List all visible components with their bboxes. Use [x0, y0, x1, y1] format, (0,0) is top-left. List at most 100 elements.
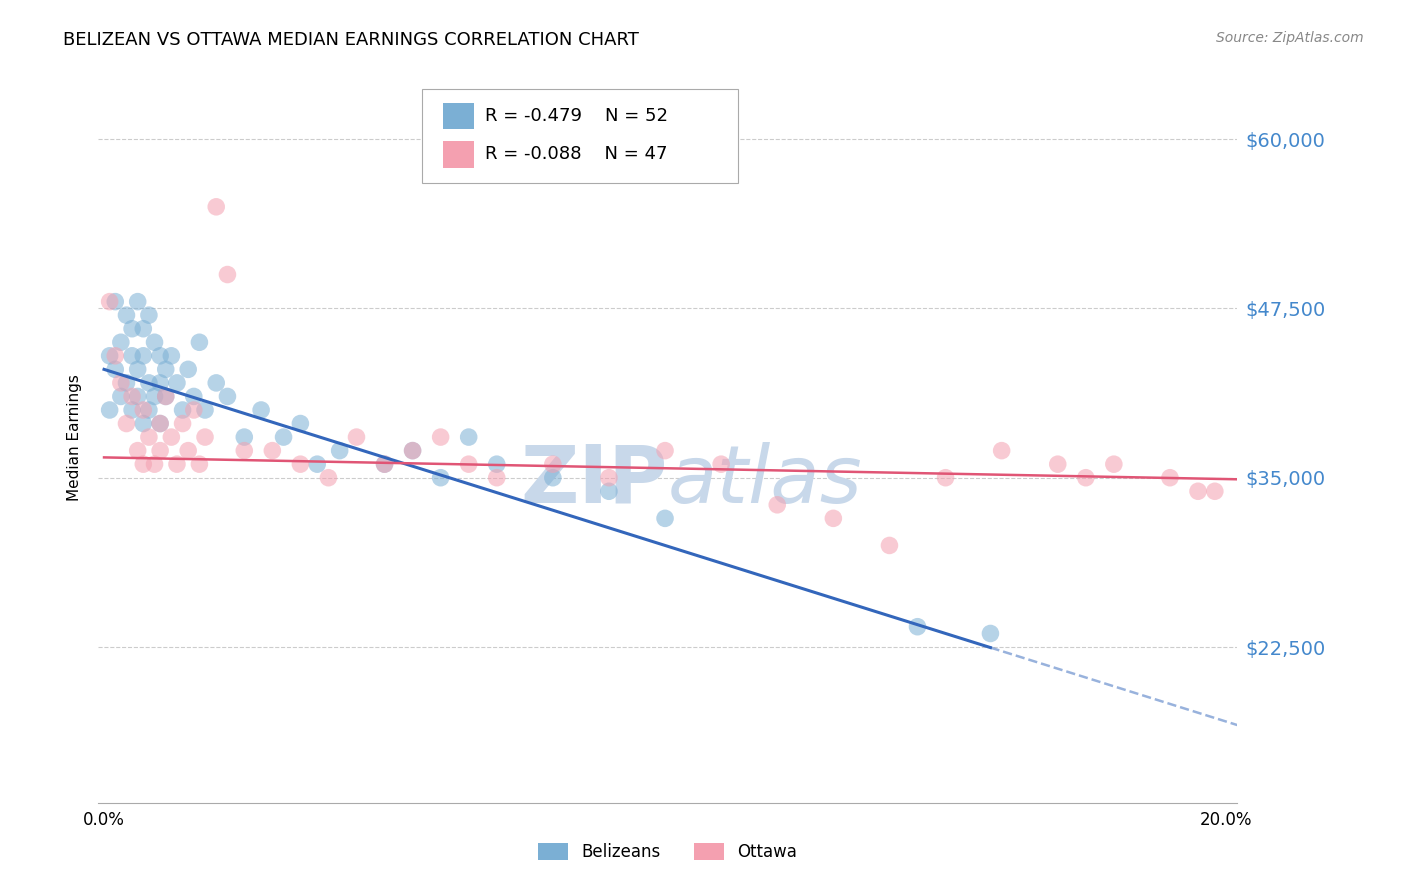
- Point: [233, 443, 256, 458]
- Point: [990, 443, 1012, 458]
- Point: [598, 484, 620, 499]
- Point: [132, 349, 155, 363]
- Point: [429, 430, 451, 444]
- Point: [766, 498, 789, 512]
- Point: [541, 471, 564, 485]
- Point: [160, 430, 183, 444]
- Text: atlas: atlas: [668, 442, 863, 520]
- Point: [1187, 484, 1209, 499]
- Point: [290, 417, 312, 431]
- Point: [177, 443, 200, 458]
- Point: [907, 620, 929, 634]
- Point: [329, 443, 352, 458]
- Point: [205, 376, 228, 390]
- Point: [110, 335, 132, 350]
- Point: [115, 417, 138, 431]
- Point: [149, 349, 172, 363]
- Point: [115, 308, 138, 322]
- Point: [138, 403, 160, 417]
- Point: [979, 626, 1001, 640]
- Point: [127, 443, 149, 458]
- Point: [194, 403, 217, 417]
- Point: [110, 376, 132, 390]
- Point: [132, 417, 155, 431]
- Point: [98, 403, 121, 417]
- Point: [121, 322, 143, 336]
- Point: [143, 335, 166, 350]
- Point: [205, 200, 228, 214]
- Point: [138, 308, 160, 322]
- Point: [149, 417, 172, 431]
- Point: [188, 335, 211, 350]
- Point: [138, 430, 160, 444]
- Point: [127, 294, 149, 309]
- Point: [188, 457, 211, 471]
- Point: [823, 511, 845, 525]
- Point: [485, 471, 508, 485]
- Point: [149, 417, 172, 431]
- Text: R = -0.479    N = 52: R = -0.479 N = 52: [485, 107, 668, 125]
- Text: ZIP: ZIP: [520, 442, 668, 520]
- Point: [1159, 471, 1181, 485]
- Point: [183, 389, 205, 403]
- Y-axis label: Median Earnings: Median Earnings: [67, 374, 83, 500]
- Point: [172, 403, 194, 417]
- Point: [127, 389, 149, 403]
- Point: [250, 403, 273, 417]
- Point: [598, 471, 620, 485]
- Point: [346, 430, 368, 444]
- Point: [879, 538, 901, 552]
- Point: [143, 457, 166, 471]
- Point: [935, 471, 957, 485]
- Point: [307, 457, 329, 471]
- Text: BELIZEAN VS OTTAWA MEDIAN EARNINGS CORRELATION CHART: BELIZEAN VS OTTAWA MEDIAN EARNINGS CORRE…: [63, 31, 640, 49]
- Point: [373, 457, 395, 471]
- Point: [121, 389, 143, 403]
- Point: [217, 389, 239, 403]
- Point: [194, 430, 217, 444]
- Point: [104, 294, 127, 309]
- Text: Source: ZipAtlas.com: Source: ZipAtlas.com: [1216, 31, 1364, 45]
- Point: [1204, 484, 1226, 499]
- Point: [127, 362, 149, 376]
- Point: [132, 457, 155, 471]
- Point: [290, 457, 312, 471]
- Point: [166, 457, 188, 471]
- Point: [155, 389, 177, 403]
- Point: [138, 376, 160, 390]
- Point: [149, 443, 172, 458]
- Point: [485, 457, 508, 471]
- Point: [457, 457, 479, 471]
- Point: [710, 457, 733, 471]
- Point: [429, 471, 451, 485]
- Point: [177, 362, 200, 376]
- Point: [143, 389, 166, 403]
- Point: [654, 443, 676, 458]
- Point: [110, 389, 132, 403]
- Point: [654, 511, 676, 525]
- Point: [401, 443, 423, 458]
- Point: [115, 376, 138, 390]
- Point: [318, 471, 340, 485]
- Point: [1102, 457, 1125, 471]
- Point: [121, 349, 143, 363]
- Point: [155, 389, 177, 403]
- Point: [121, 403, 143, 417]
- Point: [217, 268, 239, 282]
- Point: [155, 362, 177, 376]
- Point: [373, 457, 395, 471]
- Point: [132, 322, 155, 336]
- Point: [132, 403, 155, 417]
- Point: [172, 417, 194, 431]
- Point: [1046, 457, 1069, 471]
- Point: [273, 430, 295, 444]
- Point: [541, 457, 564, 471]
- Point: [183, 403, 205, 417]
- Point: [98, 349, 121, 363]
- Point: [262, 443, 284, 458]
- Point: [457, 430, 479, 444]
- Point: [401, 443, 423, 458]
- Point: [104, 349, 127, 363]
- Point: [149, 376, 172, 390]
- Legend: Belizeans, Ottawa: Belizeans, Ottawa: [531, 836, 804, 868]
